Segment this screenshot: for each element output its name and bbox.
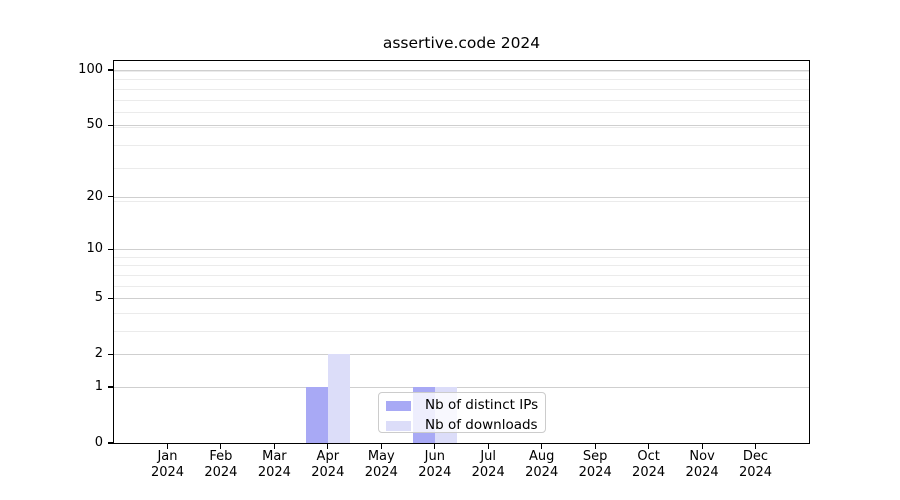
x-tick-label-jan: Jan 2024 [141, 449, 195, 481]
x-tick-year: 2024 [257, 465, 291, 480]
x-tick-month: Apr [316, 449, 340, 464]
gridline-minor [114, 312, 809, 314]
y-tick-mark [108, 353, 114, 355]
x-tick-year: 2024 [578, 465, 612, 480]
y-tick-label-100: 100 [78, 62, 103, 77]
gridline-minor [114, 99, 809, 101]
gridline-minor [114, 79, 809, 81]
y-tick-mark [108, 196, 114, 198]
legend-swatch-downloads [386, 420, 411, 431]
x-tick-month: Oct [637, 449, 660, 464]
x-tick-mark [220, 444, 222, 449]
gridline-minor [114, 88, 809, 90]
y-tick-label-20: 20 [86, 188, 103, 204]
x-tick-label-feb: Feb 2024 [194, 449, 248, 481]
y-tick-label-0: 0 [94, 435, 103, 450]
x-tick-month: Jul [480, 449, 497, 464]
bar-apr-nb-of-distinct-ips [305, 387, 328, 443]
x-tick-mark [487, 444, 489, 449]
x-tick-month: Nov [689, 449, 715, 464]
gridline-major [114, 196, 809, 198]
y-tick-mark [108, 442, 114, 444]
x-tick-month: Sep [582, 449, 608, 464]
x-tick-label-oct: Oct 2024 [622, 449, 676, 481]
x-tick-year: 2024 [685, 465, 719, 480]
gridline-minor [114, 112, 809, 114]
y-tick-mark [108, 248, 114, 250]
legend-label-downloads: Nb of downloads [425, 417, 538, 433]
x-tick-year: 2024 [311, 465, 345, 480]
gridline-major [114, 70, 809, 71]
x-tick-month: Jan [157, 449, 178, 464]
plot-area [113, 60, 810, 444]
x-tick-mark [648, 444, 650, 449]
x-tick-year: 2024 [738, 465, 773, 480]
x-tick-mark [754, 444, 757, 449]
x-tick-month: Jun [424, 449, 445, 464]
x-tick-year: 2024 [471, 465, 505, 480]
x-tick-label-may: May 2024 [354, 449, 408, 481]
legend-item-downloads: Nb of downloads [386, 418, 545, 433]
legend-label-distinct-ips: Nb of distinct IPs [425, 397, 539, 413]
legend-item-distinct-ips: Nb of distinct IPs [386, 398, 545, 413]
gridline-major [114, 125, 809, 127]
x-tick-label-dec: Dec 2024 [729, 449, 783, 481]
x-tick-year: 2024 [632, 465, 666, 480]
x-tick-mark [541, 444, 543, 449]
y-tick-label-10: 10 [86, 241, 103, 257]
gridline-major [114, 298, 809, 300]
gridline-minor [114, 200, 809, 202]
y-tick-mark [108, 124, 114, 126]
x-tick-label-apr: Apr 2024 [301, 449, 355, 481]
y-tick-label-50: 50 [86, 117, 103, 133]
x-tick-year: 2024 [150, 465, 185, 480]
x-tick-mark [273, 444, 275, 449]
x-tick-mark [166, 444, 169, 449]
gridline-major [114, 387, 809, 388]
x-tick-mark [701, 444, 703, 449]
y-tick-mark [108, 386, 114, 388]
gridline-minor [114, 168, 809, 170]
x-tick-mark [594, 444, 596, 449]
x-tick-month: Feb [209, 449, 233, 464]
x-tick-label-aug: Aug 2024 [515, 449, 569, 481]
x-tick-label-mar: Mar 2024 [247, 449, 301, 481]
x-tick-year: 2024 [418, 465, 452, 480]
x-tick-month: May [367, 449, 395, 464]
x-tick-month: Aug [528, 449, 555, 464]
gridline-minor [114, 126, 809, 128]
x-tick-mark [380, 444, 382, 449]
gridline-minor [114, 265, 809, 267]
gridline-minor [114, 256, 809, 258]
x-tick-month: Mar [262, 449, 287, 464]
gridline-minor [114, 274, 809, 276]
x-tick-mark [327, 444, 329, 449]
x-tick-year: 2024 [364, 465, 398, 480]
gridline-major [114, 249, 809, 251]
y-tick-mark [108, 297, 114, 299]
gridline-minor [114, 331, 809, 332]
x-tick-year: 2024 [204, 465, 238, 480]
gridline-major [114, 354, 809, 356]
chart-title: assertive.code 2024 [382, 34, 541, 52]
bar-apr-nb-of-downloads [327, 354, 350, 443]
x-tick-mark [434, 444, 436, 449]
y-tick-label-2: 2 [94, 346, 103, 362]
x-tick-label-jun: Jun 2024 [408, 449, 462, 481]
x-tick-year: 2024 [525, 465, 559, 480]
gridline-minor [114, 70, 809, 72]
x-tick-label-nov: Nov 2024 [675, 449, 729, 481]
gridline-minor [114, 285, 809, 287]
y-tick-label-1: 1 [94, 379, 103, 394]
x-tick-label-sep: Sep 2024 [568, 449, 622, 481]
legend: Nb of distinct IPs Nb of downloads [378, 392, 546, 433]
gridline-minor [114, 144, 809, 146]
legend-swatch-distinct-ips [386, 400, 411, 411]
y-tick-label-5: 5 [94, 290, 103, 306]
y-tick-mark [108, 69, 114, 71]
x-tick-month: Dec [742, 449, 769, 464]
x-tick-label-jul: Jul 2024 [461, 449, 515, 481]
